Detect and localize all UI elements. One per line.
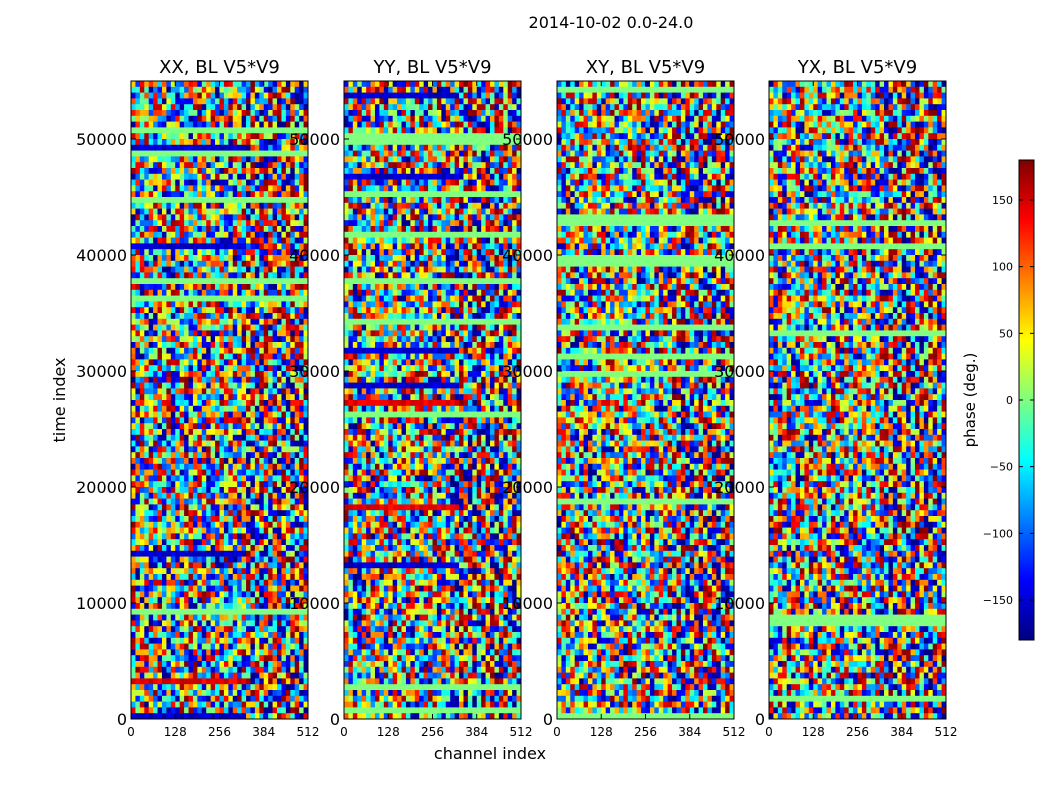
y-tick-label: 40000 — [76, 246, 127, 265]
y-tick-label: 50000 — [714, 130, 765, 149]
y-tick-label: 40000 — [714, 246, 765, 265]
x-tick-label: 512 — [723, 725, 746, 739]
x-tick-label: 256 — [634, 725, 657, 739]
x-tick-label: 512 — [935, 725, 958, 739]
panel-title: XY, BL V5*V9 — [586, 57, 705, 78]
y-tick-label: 20000 — [76, 478, 127, 497]
y-tick-label: 10000 — [289, 594, 340, 613]
y-tick-label: 0 — [330, 710, 340, 729]
x-tick-label: 128 — [802, 725, 825, 739]
y-tick-label: 30000 — [502, 362, 553, 381]
y-tick-label: 30000 — [289, 362, 340, 381]
colorbar-tick-label: −50 — [990, 461, 1013, 474]
panel-title: YY, BL V5*V9 — [372, 57, 491, 78]
phase-texture — [557, 81, 735, 720]
colorbar-tick-label: −150 — [983, 594, 1013, 607]
y-axis-label: time index — [50, 357, 69, 442]
x-tick-label: 256 — [421, 725, 444, 739]
x-axis-label: channel index — [434, 744, 546, 763]
colorbar-tick-label: −100 — [983, 527, 1013, 540]
x-tick-label: 0 — [127, 725, 135, 739]
x-tick-label: 128 — [590, 725, 613, 739]
colorbar-ticks: −150 −100 −50 0 50 100 150 — [983, 194, 1034, 607]
x-tick-label: 384 — [252, 725, 275, 739]
panel-title: XX, BL V5*V9 — [159, 57, 280, 78]
x-tick-label: 512 — [510, 725, 533, 739]
colorbar-tick-label: 100 — [992, 261, 1013, 274]
y-tick-label: 0 — [543, 710, 553, 729]
y-tick-label: 50000 — [289, 130, 340, 149]
x-tick-label: 384 — [890, 725, 913, 739]
panel-1: YY, BL V5*V9 0 128 256 384 512 0 10000 20000 3000… — [289, 57, 532, 739]
y-tick-label: 30000 — [714, 362, 765, 381]
y-tick-label: 20000 — [502, 478, 553, 497]
colorbar: −150 −100 −50 0 50 100 150 phase (deg.) — [961, 159, 1035, 641]
colorbar-tick-label: 150 — [992, 194, 1013, 207]
phase-texture — [131, 81, 309, 720]
colorbar-label: phase (deg.) — [961, 353, 979, 448]
y-tick-label: 10000 — [714, 594, 765, 613]
y-tick-label: 10000 — [502, 594, 553, 613]
x-tick-label: 256 — [846, 725, 869, 739]
x-tick-label: 128 — [164, 725, 187, 739]
figure-title: 2014-10-02 0.0-24.0 — [529, 13, 694, 32]
y-tick-label: 40000 — [289, 246, 340, 265]
y-tick-label: 50000 — [502, 130, 553, 149]
x-tick-label: 0 — [340, 725, 348, 739]
panel-0: XX, BL V5*V9 0 128 256 384 512 0 10000 20000 3000… — [76, 57, 319, 739]
y-tick-label: 20000 — [714, 478, 765, 497]
y-tick-label: 40000 — [502, 246, 553, 265]
colorbar-tick-label: 0 — [1006, 394, 1013, 407]
y-tick-label: 30000 — [76, 362, 127, 381]
x-tick-label: 384 — [465, 725, 488, 739]
colorbar-tick-label: 50 — [999, 327, 1013, 340]
x-tick-label: 0 — [765, 725, 773, 739]
panel-title: YX, BL V5*V9 — [797, 57, 917, 78]
x-tick-label: 384 — [678, 725, 701, 739]
x-tick-label: 256 — [208, 725, 231, 739]
y-tick-label: 10000 — [76, 594, 127, 613]
x-tick-label: 128 — [377, 725, 400, 739]
y-tick-label: 0 — [755, 710, 765, 729]
x-tick-label: 0 — [553, 725, 561, 739]
panels: XX, BL V5*V9 0 128 256 384 512 0 10000 20000 3000… — [76, 57, 957, 739]
phase-texture — [344, 81, 522, 720]
y-tick-label: 20000 — [289, 478, 340, 497]
panel-2: XY, BL V5*V9 0 128 256 384 512 0 10000 20000 3000… — [502, 57, 745, 739]
y-tick-label: 50000 — [76, 130, 127, 149]
phase-texture — [769, 81, 947, 720]
x-tick-label: 512 — [297, 725, 320, 739]
panel-3: YX, BL V5*V9 0 128 256 384 512 0 10000 20000 3000… — [714, 57, 957, 739]
y-tick-label: 0 — [117, 710, 127, 729]
